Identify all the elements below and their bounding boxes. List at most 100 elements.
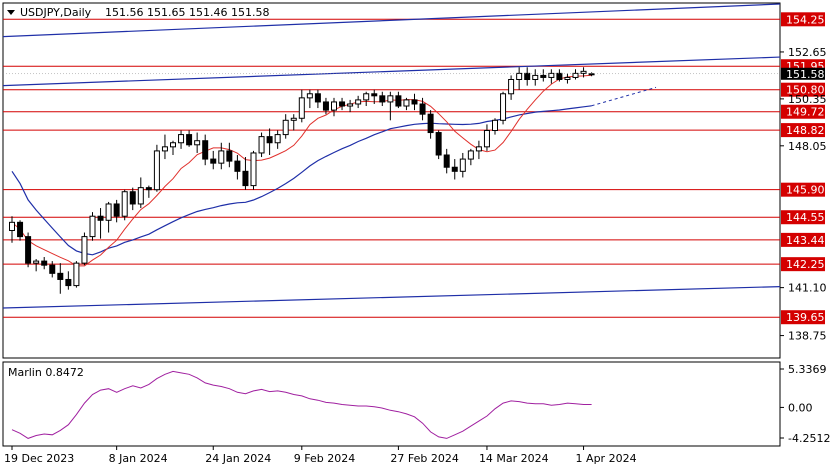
candle-35	[290, 114, 297, 131]
candle-60	[492, 118, 498, 135]
price-tick-label: 141.10	[788, 282, 827, 295]
indicator-label: Marlin 0.8472	[8, 366, 84, 379]
candle-16	[137, 177, 144, 209]
candle-body-bear	[145, 187, 152, 191]
candle-30	[250, 150, 257, 190]
candle-46	[379, 91, 386, 107]
candle-5	[49, 261, 56, 278]
candle-29	[242, 157, 249, 190]
level-badge-143.44	[781, 232, 825, 247]
candle-12	[105, 201, 112, 233]
candle-body-bear	[443, 154, 450, 168]
time-tick-label: 9 Feb 2024	[294, 452, 355, 465]
candle-body-bear	[371, 93, 378, 97]
candle-body-bear	[266, 136, 273, 144]
level-value-144.55: 144.55	[786, 211, 825, 224]
candle-4	[41, 257, 48, 270]
candle-body-bear	[186, 134, 193, 146]
candle-body-bull	[89, 215, 96, 238]
candle-42	[347, 99, 354, 113]
level-badge-139.65	[781, 310, 825, 325]
trendlines-group	[2, 3, 781, 309]
level-badge-142.25	[781, 257, 825, 272]
candle-body-bull	[153, 150, 160, 191]
indicator-tick-label: -4.2512	[788, 432, 830, 445]
candle-37	[306, 89, 313, 109]
candle-body-bull	[564, 76, 571, 80]
candle-38	[314, 89, 321, 109]
candle-body-bear	[25, 236, 32, 264]
candle-body-bear	[427, 113, 434, 134]
candle-body-bear	[379, 95, 386, 103]
candle-63	[516, 67, 523, 90]
symbol-label: USDJPY,Daily	[20, 6, 92, 19]
candle-body-bull	[33, 260, 40, 264]
candle-61	[500, 91, 507, 125]
price-tick-label: 148.05	[788, 140, 827, 153]
candle-34	[282, 114, 289, 139]
time-tick-label: 19 Dec 2023	[4, 452, 74, 465]
candle-body-bull	[137, 187, 144, 205]
candle-body-bull	[194, 140, 201, 146]
time-axis-group: 19 Dec 2023 8 Jan 2024 24 Jan 2024 9 Feb 20…	[4, 446, 637, 465]
candle-20	[170, 140, 176, 155]
candle-0	[9, 216, 15, 243]
candle-body-bull	[218, 150, 225, 164]
channel-middle-line	[2, 56, 781, 87]
level-value-154.25: 154.25	[786, 13, 825, 26]
candle-body-bear	[242, 170, 249, 187]
level-value-143.44: 143.44	[786, 234, 825, 247]
symbol-dropdown-icon[interactable]	[7, 10, 15, 15]
candle-body-bear	[202, 140, 209, 160]
time-tick-label: 27 Feb 2024	[390, 452, 458, 465]
candle-body-bear	[411, 99, 418, 105]
candle-body-bull	[258, 136, 265, 154]
candle-33	[274, 130, 281, 149]
candle-22	[186, 130, 193, 147]
candle-11	[97, 208, 104, 239]
price-tick-label: 150.35	[788, 93, 827, 106]
candle-64	[524, 67, 531, 86]
candle-body-bull	[73, 262, 80, 287]
channel-lower-line	[2, 286, 781, 309]
candle-59	[483, 124, 490, 151]
candle-body-bull	[508, 78, 515, 95]
indicator-panel-frame	[2, 361, 781, 447]
current-price-badge	[781, 67, 825, 80]
level-value-145.90: 145.90	[786, 184, 825, 197]
level-value-142.25: 142.25	[786, 258, 825, 271]
candle-body-bull	[178, 134, 185, 144]
candle-body-bull	[298, 97, 305, 119]
candle-18	[153, 144, 160, 192]
level-badge-149.72	[781, 104, 825, 119]
candle-27	[226, 142, 233, 168]
candle-body-bull	[331, 101, 337, 111]
level-value-149.72: 149.72	[786, 106, 825, 119]
ohlc-label: 151.56 151.65 151.46 151.58	[105, 6, 269, 19]
candle-70	[572, 69, 579, 80]
candle-body-bull	[355, 99, 362, 105]
candle-71	[580, 67, 587, 78]
candle-body-bull	[475, 146, 482, 152]
candle-47	[387, 91, 394, 121]
candle-41	[339, 97, 346, 111]
candle-body-bull	[105, 203, 112, 221]
candle-body-bear	[451, 166, 458, 172]
marlin-line	[11, 370, 592, 439]
level-badge-145.90	[781, 182, 825, 197]
level-badge-148.82	[781, 123, 825, 138]
candle-body-bull	[306, 93, 313, 99]
candle-53	[435, 130, 442, 160]
candle-68	[556, 69, 563, 82]
candle-body-bull	[467, 150, 474, 160]
channel-upper-line	[2, 3, 781, 38]
level-value-148.82: 148.82	[786, 124, 825, 137]
candle-body-bull	[170, 142, 176, 148]
candle-body-bear	[226, 150, 233, 162]
candle-body-bull	[548, 72, 555, 78]
indicator-tick-label: 0.00	[788, 401, 813, 414]
level-badge-154.25	[781, 12, 825, 27]
candle-body-bear	[556, 72, 563, 80]
